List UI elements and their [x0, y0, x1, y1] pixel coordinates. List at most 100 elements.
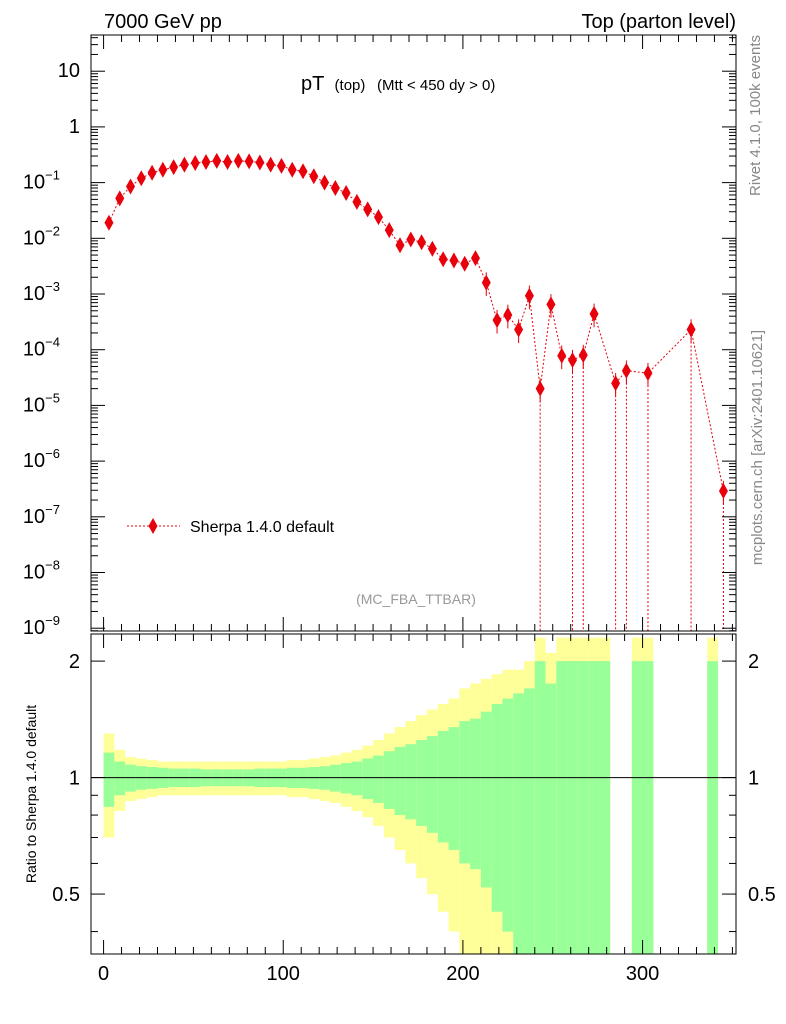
y-tick-label: 1 — [69, 116, 80, 138]
data-point — [169, 159, 179, 176]
y-tick-label: 10−4 — [23, 335, 60, 361]
ratio-green-bin — [556, 661, 568, 954]
data-point — [406, 231, 416, 248]
chart-title: pT (top) (Mtt < 450 dy > 0) — [301, 73, 495, 95]
ratio-green-bin — [114, 761, 126, 796]
main-axes: 10 1 10−1 10−2 10−3 10−4 10−5 10−6 10−7 10−8 10−9 — [23, 35, 736, 639]
y-tick-label: 10−5 — [23, 390, 60, 416]
data-point — [363, 201, 373, 218]
data-point — [158, 161, 168, 178]
data-point — [233, 152, 243, 169]
data-points — [104, 152, 728, 505]
ratio-green-bin — [470, 718, 481, 870]
ratio-green-bin — [125, 764, 136, 792]
ratio-tick-label-right: 2 — [748, 651, 759, 673]
header-right: Top (parton level) — [581, 11, 736, 33]
ratio-green-bin — [351, 761, 363, 796]
data-connector-lines — [108, 160, 724, 631]
data-point — [266, 156, 276, 173]
data-point — [546, 296, 556, 313]
data-point — [481, 274, 491, 291]
y-tick-label: 10−3 — [23, 279, 60, 305]
x-tick-label: 100 — [267, 963, 300, 985]
ratio-green-bin — [437, 730, 449, 843]
y-tick-label: 10−6 — [23, 446, 60, 472]
ratio-green-bin — [459, 721, 471, 864]
ratio-green-bin — [329, 764, 341, 792]
data-point — [330, 180, 340, 197]
data-point — [212, 152, 222, 169]
y-tick-label: 10−9 — [23, 613, 60, 639]
y-tick-label: 10 — [58, 60, 80, 82]
data-point — [309, 168, 319, 185]
data-point — [244, 153, 254, 170]
data-point — [255, 154, 265, 171]
data-point — [201, 153, 211, 170]
side-source: mcplots.cern.ch [arXiv:2401.10621] — [749, 330, 766, 565]
ratio-frame — [90, 633, 737, 955]
data-point — [352, 193, 362, 210]
data-point — [643, 365, 653, 382]
ratio-tick-label: 1 — [69, 768, 80, 790]
ratio-green-bin — [631, 661, 643, 954]
data-point — [373, 209, 383, 226]
legend-label: Sherpa 1.4.0 default — [190, 519, 335, 536]
ratio-green-bin — [405, 744, 417, 820]
data-point — [449, 252, 459, 269]
header-left: 7000 GeV pp — [104, 11, 222, 33]
ratio-green-bin — [513, 693, 524, 954]
ratio-green-bin — [340, 763, 352, 794]
y-tick-label: 10−2 — [23, 223, 60, 249]
ratio-green-bin — [480, 711, 492, 888]
data-point — [578, 347, 588, 364]
data-point — [384, 222, 394, 239]
ratio-green-bin — [502, 698, 514, 932]
ratio-green-bin — [707, 661, 719, 954]
data-point — [417, 234, 427, 251]
data-point — [115, 190, 125, 207]
data-point — [298, 163, 308, 180]
data-point — [126, 178, 136, 195]
x-tick-label: 200 — [446, 963, 479, 985]
ratio-green-bin — [416, 740, 427, 826]
ratio-green-bin — [491, 703, 503, 912]
title-sub1: (top) — [335, 77, 366, 94]
ratio-green-bin — [599, 661, 611, 954]
data-point — [470, 250, 480, 267]
ratio-green-bin — [534, 661, 546, 954]
y-tick-label: 10−8 — [23, 558, 60, 584]
ratio-green-bin — [577, 661, 589, 954]
data-point — [190, 154, 200, 171]
y-tick-label: 10−1 — [23, 168, 60, 194]
data-point — [438, 251, 448, 268]
ratio-green-bin — [362, 758, 374, 800]
ratio-green-bin — [373, 755, 384, 803]
analysis-label: (MC_FBA_TTBAR) — [356, 591, 476, 607]
ratio-plot: 0.5 0.5 1 1 2 2 0 100 200 300 Ratio to Sherpa 1.4… — [23, 633, 776, 985]
side-version: Rivet 4.1.0, 100k events — [747, 35, 764, 196]
data-point — [460, 255, 470, 272]
data-point — [568, 352, 578, 369]
data-point — [147, 164, 157, 181]
ratio-green-bin — [642, 661, 654, 954]
ratio-green-bin — [426, 736, 438, 833]
ratio-green-bin — [588, 661, 600, 954]
x-tick-label: 0 — [98, 963, 109, 985]
ratio-green-bin — [448, 727, 460, 850]
data-point — [611, 375, 621, 392]
ratio-green-bin — [383, 751, 395, 809]
legend: Sherpa 1.4.0 default — [127, 518, 335, 536]
ratio-tick-label-right: 1 — [748, 768, 759, 790]
data-point — [395, 237, 405, 254]
data-point — [136, 170, 146, 187]
title-main: pT — [301, 73, 324, 95]
ratio-green-bin — [523, 688, 535, 954]
ratio-tick-label-right: 0.5 — [748, 884, 776, 906]
legend-marker — [148, 518, 158, 534]
data-point — [179, 156, 189, 173]
ratio-tick-label: 2 — [69, 651, 80, 673]
data-point — [524, 287, 534, 304]
data-point — [320, 174, 330, 191]
ratio-axes: 0.5 0.5 1 1 2 2 0 100 200 300 — [52, 634, 776, 985]
